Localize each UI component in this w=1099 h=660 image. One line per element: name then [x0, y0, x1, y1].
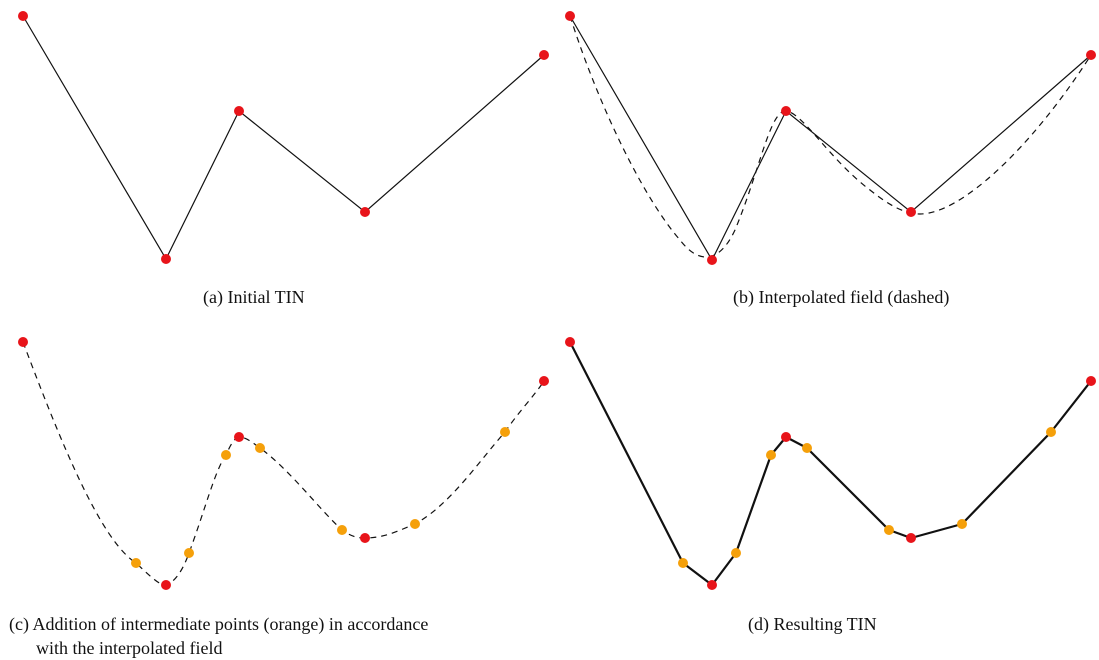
panel-c-intermediate-point: [221, 450, 231, 460]
panel-b-original-point: [781, 106, 791, 116]
panel-d-intermediate-point: [766, 450, 776, 460]
panel-d-intermediate-point: [1046, 427, 1056, 437]
panel-c-intermediate-points: [18, 337, 549, 590]
panel-a-original-point: [18, 11, 28, 21]
panel-d-original-point: [781, 432, 791, 442]
caption-c-line1: (c) Addition of intermediate points (ora…: [9, 614, 429, 634]
panel-c-intermediate-point: [410, 519, 420, 529]
panel-a-initial-tin: [18, 11, 549, 264]
panel-d-resulting-tin: [565, 337, 1096, 590]
caption-a: (a) Initial TIN: [203, 287, 305, 307]
panel-a-original-point: [161, 254, 171, 264]
panel-d-tin-line: [569, 341, 1092, 587]
panel-b-original-point: [707, 255, 717, 265]
panel-b-tin-line: [569, 15, 1092, 262]
panel-d-intermediate-point: [884, 525, 894, 535]
panel-c-original-point: [539, 376, 549, 386]
caption-c-line2: with the interpolated field: [36, 638, 223, 658]
panel-b-interpolated-curve: [569, 15, 1092, 258]
panel-b-interpolated-field: [565, 11, 1096, 265]
caption-d: (d) Resulting TIN: [748, 614, 877, 634]
panel-c-intermediate-point: [184, 548, 194, 558]
panel-a-tin-line: [22, 15, 545, 261]
panel-c-intermediate-point: [337, 525, 347, 535]
panel-c-intermediate-point: [500, 427, 510, 437]
panel-d-intermediate-point: [802, 443, 812, 453]
panel-c-original-point: [234, 432, 244, 442]
panel-d-original-point: [906, 533, 916, 543]
panel-c-intermediate-point: [255, 443, 265, 453]
panel-b-original-point: [906, 207, 916, 217]
panel-c-original-point: [161, 580, 171, 590]
panel-d-original-point: [565, 337, 575, 347]
panel-d-intermediate-point: [731, 548, 741, 558]
panel-a-original-point: [234, 106, 244, 116]
caption-c: (c) Addition of intermediate points (ora…: [9, 612, 428, 660]
panel-b-original-point: [1086, 50, 1096, 60]
panel-d-original-point: [1086, 376, 1096, 386]
panel-d-original-point: [707, 580, 717, 590]
caption-b: (b) Interpolated field (dashed): [733, 287, 950, 307]
panel-c-original-point: [360, 533, 370, 543]
panel-a-original-point: [360, 207, 370, 217]
panel-c-interpolated-curve: [22, 341, 545, 586]
panel-c-intermediate-point: [131, 558, 141, 568]
panel-c-original-point: [18, 337, 28, 347]
panel-a-original-point: [539, 50, 549, 60]
panel-d-intermediate-point: [957, 519, 967, 529]
panel-d-intermediate-point: [678, 558, 688, 568]
panel-b-original-point: [565, 11, 575, 21]
